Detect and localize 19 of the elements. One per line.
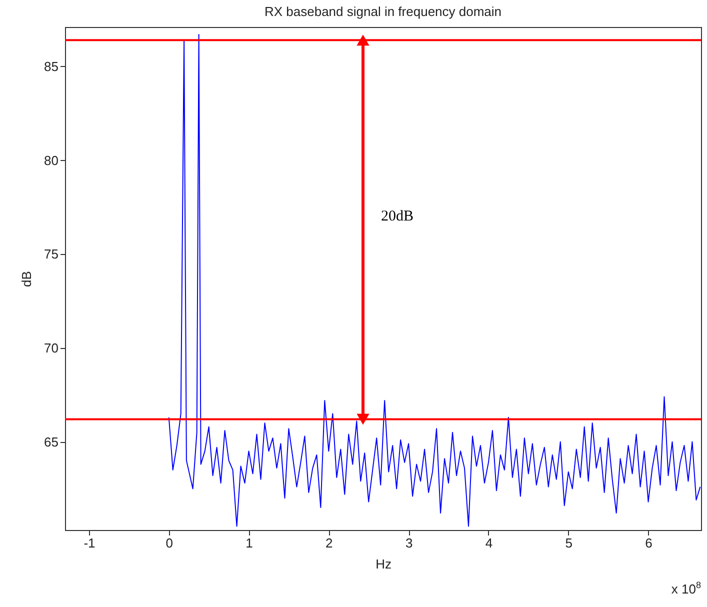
x-tick-label: 6 [645,536,652,550]
x-axis-title: Hz [376,556,392,572]
y-tick-label: 85 [44,58,58,74]
line-series [168,34,701,527]
text: x 10$^{8}$ [671,580,701,596]
y-tick-label: 80 [44,152,58,168]
y-axis-title: dB [19,271,34,287]
chart-title: RX baseband signal in frequency domain [264,4,502,19]
annotation: 20dB [381,208,414,225]
x-tick-label: 4 [485,536,493,550]
x-tick-label: 2 [326,536,333,550]
y-tick-label: 65 [44,434,58,450]
x-tick-label: 3 [405,536,413,550]
y-tick-label: 70 [44,340,58,356]
x-tick-label: 5 [565,536,572,550]
x-tick-label: -1 [84,536,96,550]
x-tick-label: 1 [246,536,253,550]
x-tick-label: 0 [166,536,173,550]
y-tick-label: 75 [44,246,58,262]
